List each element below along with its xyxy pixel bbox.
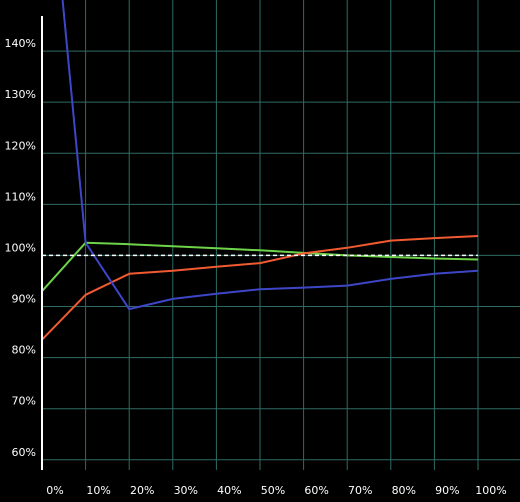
x-tick-label: 70% <box>348 484 372 497</box>
series-line-3 <box>61 0 479 311</box>
series-lines <box>41 0 479 341</box>
series-line-1 <box>41 241 479 292</box>
y-tick-label: 110% <box>5 190 36 203</box>
y-tick-label: 140% <box>5 37 36 50</box>
y-tick-label: 70% <box>12 395 36 408</box>
y-tick-label: 100% <box>5 241 36 254</box>
series-line-2 <box>41 235 479 341</box>
y-axis-tick-labels: 60% 70% 80% 90% 100% 110% 120% 130% 140% <box>5 37 36 459</box>
y-tick-label: 120% <box>5 139 36 152</box>
x-tick-label: 50% <box>261 484 285 497</box>
x-axis-tick-labels: 0% 10% 20% 30% 40% 50% 60% 70% 80% 90% 100% <box>46 484 506 497</box>
x-tick-label: 80% <box>392 484 416 497</box>
x-tick-label: 90% <box>435 484 459 497</box>
x-tick-label: 60% <box>304 484 328 497</box>
y-tick-label: 60% <box>12 446 36 459</box>
y-tick-label: 90% <box>12 293 36 306</box>
y-tick-label: 80% <box>12 344 36 357</box>
x-tick-label: 10% <box>86 484 110 497</box>
x-tick-label: 100% <box>475 484 506 497</box>
x-tick-label: 20% <box>130 484 154 497</box>
y-tick-label: 130% <box>5 88 36 101</box>
x-tick-label: 0% <box>46 484 63 497</box>
x-tick-label: 40% <box>217 484 241 497</box>
x-tick-label: 30% <box>174 484 198 497</box>
grid-lines <box>42 0 520 470</box>
